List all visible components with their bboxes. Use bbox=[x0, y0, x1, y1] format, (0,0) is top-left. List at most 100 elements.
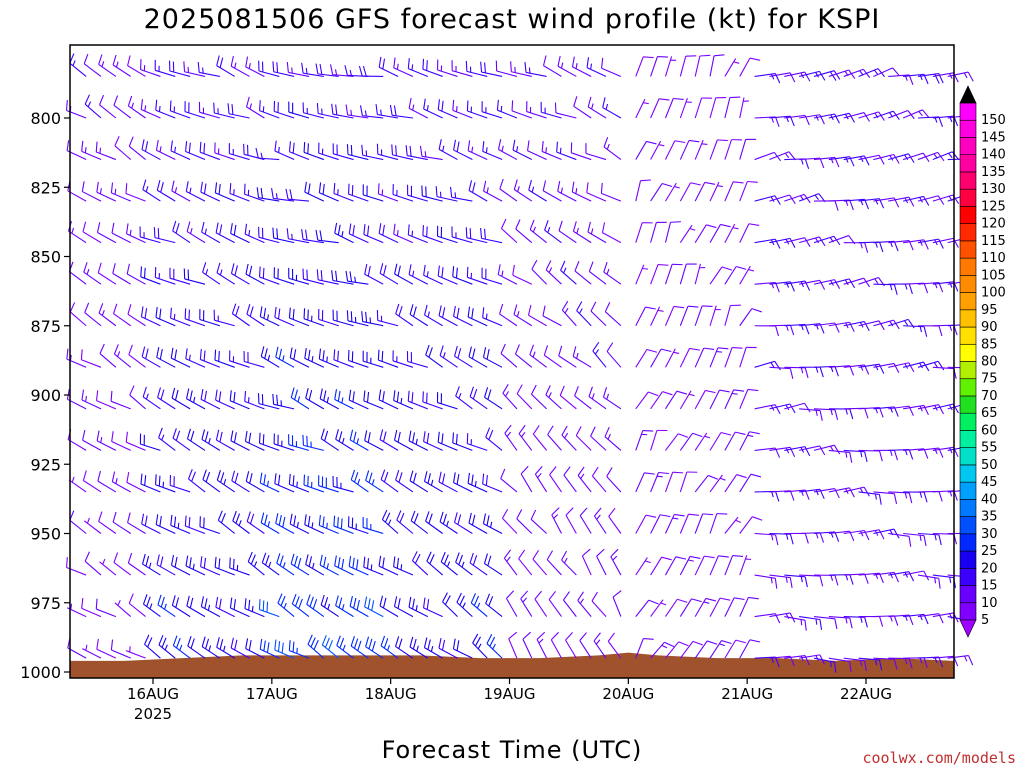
wind-barb bbox=[140, 99, 161, 119]
wind-barb bbox=[784, 574, 808, 588]
wind-barb bbox=[694, 640, 718, 659]
wind-barb bbox=[273, 100, 295, 119]
wind-barb bbox=[83, 517, 102, 534]
wind-barb bbox=[112, 511, 132, 534]
wind-barb bbox=[81, 140, 102, 161]
wind-barb bbox=[724, 347, 743, 368]
wind-barb bbox=[229, 183, 250, 202]
wind-barb bbox=[395, 636, 414, 659]
wind-barb bbox=[592, 342, 607, 368]
wind-barb bbox=[601, 222, 622, 244]
wind-barb bbox=[497, 139, 518, 161]
wind-barb bbox=[142, 386, 161, 410]
wind-barb bbox=[199, 516, 221, 535]
wind-barb bbox=[709, 431, 732, 451]
credit-link[interactable]: coolwx.com/models bbox=[862, 749, 1016, 767]
wind-barb bbox=[724, 597, 745, 617]
wind-barb bbox=[271, 188, 295, 202]
colorbar-bottom-arrow bbox=[959, 619, 977, 638]
wind-barb bbox=[231, 470, 250, 493]
wind-barb bbox=[526, 101, 547, 119]
wind-barb bbox=[709, 513, 728, 534]
wind-barb bbox=[230, 430, 250, 451]
wind-barb bbox=[185, 181, 206, 202]
wind-barb bbox=[452, 472, 473, 493]
wind-barb bbox=[98, 54, 117, 77]
wind-barb bbox=[565, 507, 577, 534]
wind-barb bbox=[144, 634, 161, 659]
wind-barb bbox=[739, 473, 762, 493]
wind-barb bbox=[571, 56, 592, 77]
wind-barb bbox=[724, 554, 744, 576]
wind-barb bbox=[214, 182, 235, 202]
wind-barb bbox=[679, 224, 696, 243]
wind-barb bbox=[259, 638, 280, 659]
wind-barb bbox=[436, 225, 458, 244]
wind-barb bbox=[199, 141, 221, 161]
wind-barb bbox=[110, 390, 131, 410]
x-tick-label: 19AUG bbox=[484, 685, 536, 703]
colorbar-label: 135 bbox=[981, 165, 1006, 180]
wind-barb bbox=[227, 103, 250, 119]
wind-barb bbox=[158, 427, 176, 451]
wind-barb bbox=[140, 306, 161, 327]
wind-barb bbox=[201, 221, 221, 244]
wind-barb bbox=[601, 57, 622, 77]
wind-barb bbox=[550, 631, 562, 659]
wind-barb bbox=[409, 304, 429, 327]
wind-barb bbox=[542, 180, 562, 202]
wind-barb bbox=[97, 262, 117, 285]
wind-barb bbox=[452, 432, 473, 451]
wind-barb bbox=[304, 181, 325, 202]
wind-barb bbox=[394, 263, 414, 285]
wind-barb bbox=[724, 58, 740, 77]
x-tick-label: 16AUG bbox=[127, 685, 179, 703]
colorbar-label: 115 bbox=[981, 234, 1006, 249]
wind-barb bbox=[333, 183, 354, 202]
wind-barb bbox=[664, 305, 685, 326]
wind-barb bbox=[286, 61, 310, 77]
speed-colorbar: 5 10 15 20 25 30 35 40 45 50 55 60 65 70 75 80 85 90 95 100… bbox=[959, 85, 1006, 638]
wind-barb bbox=[379, 429, 399, 451]
wind-barb bbox=[557, 55, 577, 77]
wind-barb bbox=[229, 557, 250, 576]
wind-barb bbox=[453, 139, 473, 161]
wind-barb bbox=[169, 100, 191, 119]
wind-barb bbox=[873, 67, 900, 77]
wind-barb bbox=[467, 472, 488, 493]
wind-barb bbox=[318, 182, 339, 202]
wind-barb bbox=[679, 98, 692, 119]
wind-barb bbox=[635, 430, 654, 451]
wind-barb bbox=[694, 54, 711, 77]
wind-barb bbox=[184, 101, 206, 119]
wind-barb bbox=[171, 387, 191, 410]
wind-barb bbox=[739, 97, 749, 119]
colorbar-label: 110 bbox=[981, 251, 1006, 266]
wind-barb bbox=[158, 635, 176, 659]
wind-barb bbox=[290, 387, 310, 410]
wind-barb bbox=[303, 141, 325, 161]
wind-barb bbox=[902, 109, 930, 119]
wind-barb bbox=[679, 139, 700, 160]
wind-barb bbox=[393, 57, 414, 77]
wind-barb bbox=[709, 597, 731, 617]
wind-barb bbox=[603, 261, 622, 285]
wind-barb bbox=[318, 142, 339, 161]
wind-barb bbox=[739, 57, 761, 77]
wind-barb bbox=[480, 227, 503, 244]
wind-barb bbox=[407, 224, 429, 244]
wind-barb bbox=[320, 428, 339, 451]
wind-barb bbox=[724, 431, 746, 451]
wind-barb bbox=[593, 632, 607, 659]
wind-barb bbox=[169, 474, 191, 493]
wind-barb bbox=[316, 269, 339, 285]
wind-barb bbox=[484, 387, 503, 410]
wind-barb bbox=[185, 555, 206, 576]
wind-barb bbox=[828, 278, 856, 289]
wind-barb bbox=[739, 639, 761, 659]
wind-barb bbox=[84, 551, 102, 576]
wind-barb bbox=[376, 310, 399, 327]
wind-barb bbox=[216, 470, 236, 493]
wind-barb bbox=[187, 469, 206, 493]
wind-barb bbox=[828, 657, 852, 672]
